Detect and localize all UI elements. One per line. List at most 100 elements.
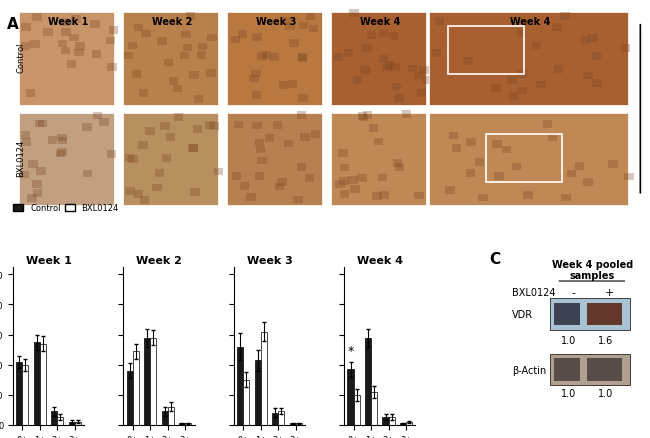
Bar [297,112,306,120]
Bar [393,160,402,168]
Bar [257,53,267,60]
Bar [372,193,382,200]
Bar [240,182,249,190]
Bar [448,132,458,140]
Bar [27,194,36,202]
Bar [160,123,170,131]
Bar [507,77,517,85]
Bar [198,44,207,51]
Bar [142,31,151,38]
Bar [189,145,198,152]
Bar [285,24,294,31]
Bar [362,45,372,53]
Bar [353,77,362,85]
Bar [289,424,296,425]
Bar [272,413,278,425]
Bar [127,42,137,50]
Bar [255,146,265,154]
Bar [75,422,81,425]
Bar [523,192,532,200]
Bar [164,60,173,67]
Bar [360,67,370,75]
Bar [166,134,175,141]
Bar [193,126,202,133]
Bar [40,344,46,425]
Bar [379,30,388,38]
Bar [448,27,524,75]
Bar [48,137,57,145]
Bar [20,171,29,179]
Bar [581,37,590,45]
Bar [344,49,354,57]
Text: 1.0: 1.0 [561,389,576,399]
Bar [155,170,164,177]
Bar [395,95,404,103]
Bar [57,134,67,142]
Bar [32,180,42,188]
Bar [249,75,259,83]
Bar [58,138,67,145]
Title: Week 1: Week 1 [26,255,72,265]
Bar [234,121,243,129]
Bar [517,30,526,38]
Bar [382,64,392,72]
Bar [134,25,143,32]
Bar [554,304,580,325]
Bar [74,49,84,57]
Text: Week 4 pooled
samples: Week 4 pooled samples [552,259,633,281]
Bar [257,157,266,165]
Bar [162,411,168,425]
Bar [491,85,500,93]
Bar [51,411,57,425]
Bar [169,78,178,86]
Bar [419,67,429,75]
Bar [262,52,272,60]
Bar [99,119,109,127]
Bar [75,43,84,51]
Bar [299,22,308,30]
Bar [22,139,31,146]
Bar [274,183,284,191]
Bar [38,120,47,128]
Bar [56,150,65,158]
Text: Week 2: Week 2 [152,17,192,27]
Bar [378,174,387,182]
Bar [365,338,371,425]
Text: C: C [489,251,500,266]
Bar [252,123,261,130]
Bar [281,18,291,26]
Title: Week 4: Week 4 [357,255,403,265]
Bar [536,81,546,89]
Bar [311,131,320,138]
Bar [32,14,42,22]
Bar [592,80,602,88]
Bar [150,338,157,425]
Text: Week 1: Week 1 [48,17,88,27]
Bar [297,164,306,172]
Bar [186,14,196,21]
Bar [246,194,255,201]
Bar [359,114,368,122]
Text: +: + [605,287,615,297]
Bar [20,113,114,206]
Bar [278,411,284,425]
Bar [20,13,114,106]
Bar [550,354,630,385]
Bar [58,41,68,48]
Text: -: - [572,287,576,297]
Bar [392,83,402,91]
Bar [474,159,484,167]
Bar [207,35,216,42]
Bar [463,58,473,66]
Bar [592,53,601,60]
Bar [72,16,81,24]
Bar [83,170,92,178]
Bar [358,174,367,182]
Bar [21,24,31,32]
Bar [127,371,133,425]
Bar [61,48,70,55]
Bar [414,73,423,80]
Bar [363,112,372,120]
Bar [338,150,348,158]
Bar [562,194,571,202]
